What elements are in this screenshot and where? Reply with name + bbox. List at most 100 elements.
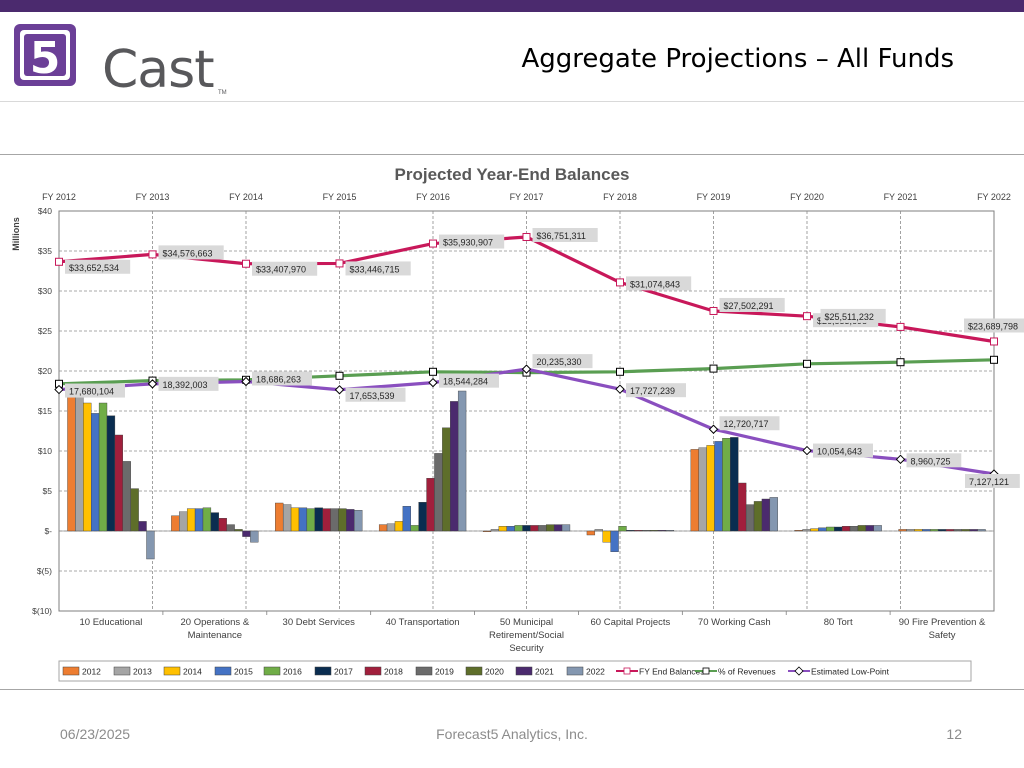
bar-2020 [649, 530, 659, 532]
bar-2020 [857, 525, 867, 532]
bar-2013 [179, 511, 188, 532]
marker-point [242, 259, 250, 268]
category-label: 90 Fire Prevention & [899, 617, 986, 628]
bar-2012 [67, 396, 76, 532]
bar-2019 [330, 508, 339, 532]
bar-2020 [338, 508, 347, 532]
data-label-bg [626, 276, 692, 291]
bar-2016 [98, 402, 108, 532]
bar-2015 [194, 508, 204, 532]
data-label: 18,686,263 [256, 375, 301, 385]
chart-title: Projected Year-End Balances [395, 165, 630, 184]
data-label-bg [345, 261, 411, 276]
bar-2022 [457, 390, 467, 532]
data-label-bg [65, 383, 125, 398]
logo-trademark: TM [218, 90, 227, 96]
bar-2014 [706, 445, 715, 532]
legend-label: 2015 [234, 667, 253, 677]
fy-axis-label: FY 2015 [323, 192, 357, 202]
legend-swatch [465, 666, 483, 676]
legend-swatch [214, 666, 232, 676]
bar-2016 [306, 508, 315, 532]
bar-2017 [210, 512, 219, 532]
y-tick-label: $5 [43, 486, 53, 496]
bar-2021 [242, 530, 251, 537]
bar-2022 [146, 530, 155, 560]
marker-point [896, 322, 905, 331]
data-label: 18,544,284 [443, 377, 488, 387]
category-label: 80 Tort [824, 617, 853, 628]
marker-point [803, 359, 811, 368]
bar-2017 [314, 507, 323, 532]
bar-2013 [802, 529, 811, 532]
marker-point [429, 367, 437, 376]
bar-2014 [914, 529, 923, 532]
data-label-bg [906, 453, 962, 468]
legend-label: FY End Balances [639, 667, 705, 677]
bar-2015 [506, 526, 515, 532]
legend-marker [623, 667, 631, 675]
bar-2015 [922, 529, 931, 532]
bar-2018 [530, 525, 539, 532]
marker-point [147, 379, 158, 389]
marker-point [896, 358, 905, 367]
marker-point [803, 312, 811, 321]
bar-2020 [961, 529, 970, 532]
legend-label: Estimated Low-Point [811, 667, 890, 677]
y-tick-label: $25 [38, 326, 52, 336]
legend-label: 2016 [283, 667, 302, 677]
bar-2017 [730, 437, 739, 532]
bar-2014 [290, 507, 300, 532]
bar-2018 [634, 530, 643, 532]
data-label-bg [626, 383, 686, 398]
bar-2012 [690, 449, 699, 532]
bar-2020 [753, 501, 763, 532]
data-label-bg [252, 371, 312, 386]
bar-2020 [442, 427, 451, 532]
footer-page-number: 12 [946, 726, 962, 742]
marker-point [615, 384, 625, 394]
y-axis-title: Millions [11, 217, 21, 251]
y-tick-label: $10 [38, 446, 52, 456]
bar-2017 [522, 525, 531, 532]
bar-2012 [171, 515, 180, 532]
bar-2016 [930, 529, 939, 532]
bar-2016 [410, 525, 419, 532]
brand-logo: 5 Cast TM [14, 24, 227, 96]
bar-2022 [665, 530, 675, 532]
bar-2014 [83, 402, 92, 532]
marker-point [709, 306, 718, 315]
marker-point [990, 355, 998, 364]
top-accent-bar [0, 0, 1024, 12]
y-tick-label: $- [44, 526, 52, 536]
marker-point [334, 385, 345, 395]
category-label: 70 Working Cash [698, 617, 771, 628]
bar-2021 [761, 498, 771, 532]
data-label-bg [532, 227, 598, 242]
legend-swatch [364, 666, 382, 676]
legend-swatch [113, 666, 131, 676]
legend-marker [702, 667, 710, 675]
data-label-bg [719, 297, 785, 312]
bar-2018 [426, 478, 435, 532]
bar-2015 [402, 506, 411, 532]
bar-2013 [594, 529, 603, 532]
data-label: $25,511,232 [825, 312, 874, 322]
bar-2020 [234, 529, 243, 532]
data-label: $35,930,907 [443, 238, 493, 248]
bar-2012 [482, 530, 492, 533]
data-label-bg [719, 416, 780, 431]
data-label-bg [820, 308, 886, 323]
category-label: 40 Transportation [386, 617, 460, 628]
bar-2013 [490, 529, 500, 532]
data-label: 17,727,239 [630, 386, 675, 396]
data-label-bg [158, 245, 224, 260]
category-label: 30 Debt Services [283, 617, 356, 628]
data-label-bg [532, 354, 593, 369]
legend-label: 2014 [183, 667, 202, 677]
fy-axis-label: FY 2022 [977, 192, 1011, 202]
data-label-bg [252, 261, 318, 276]
data-label: 8,960,725 [911, 456, 951, 466]
bar-2012 [378, 524, 388, 532]
